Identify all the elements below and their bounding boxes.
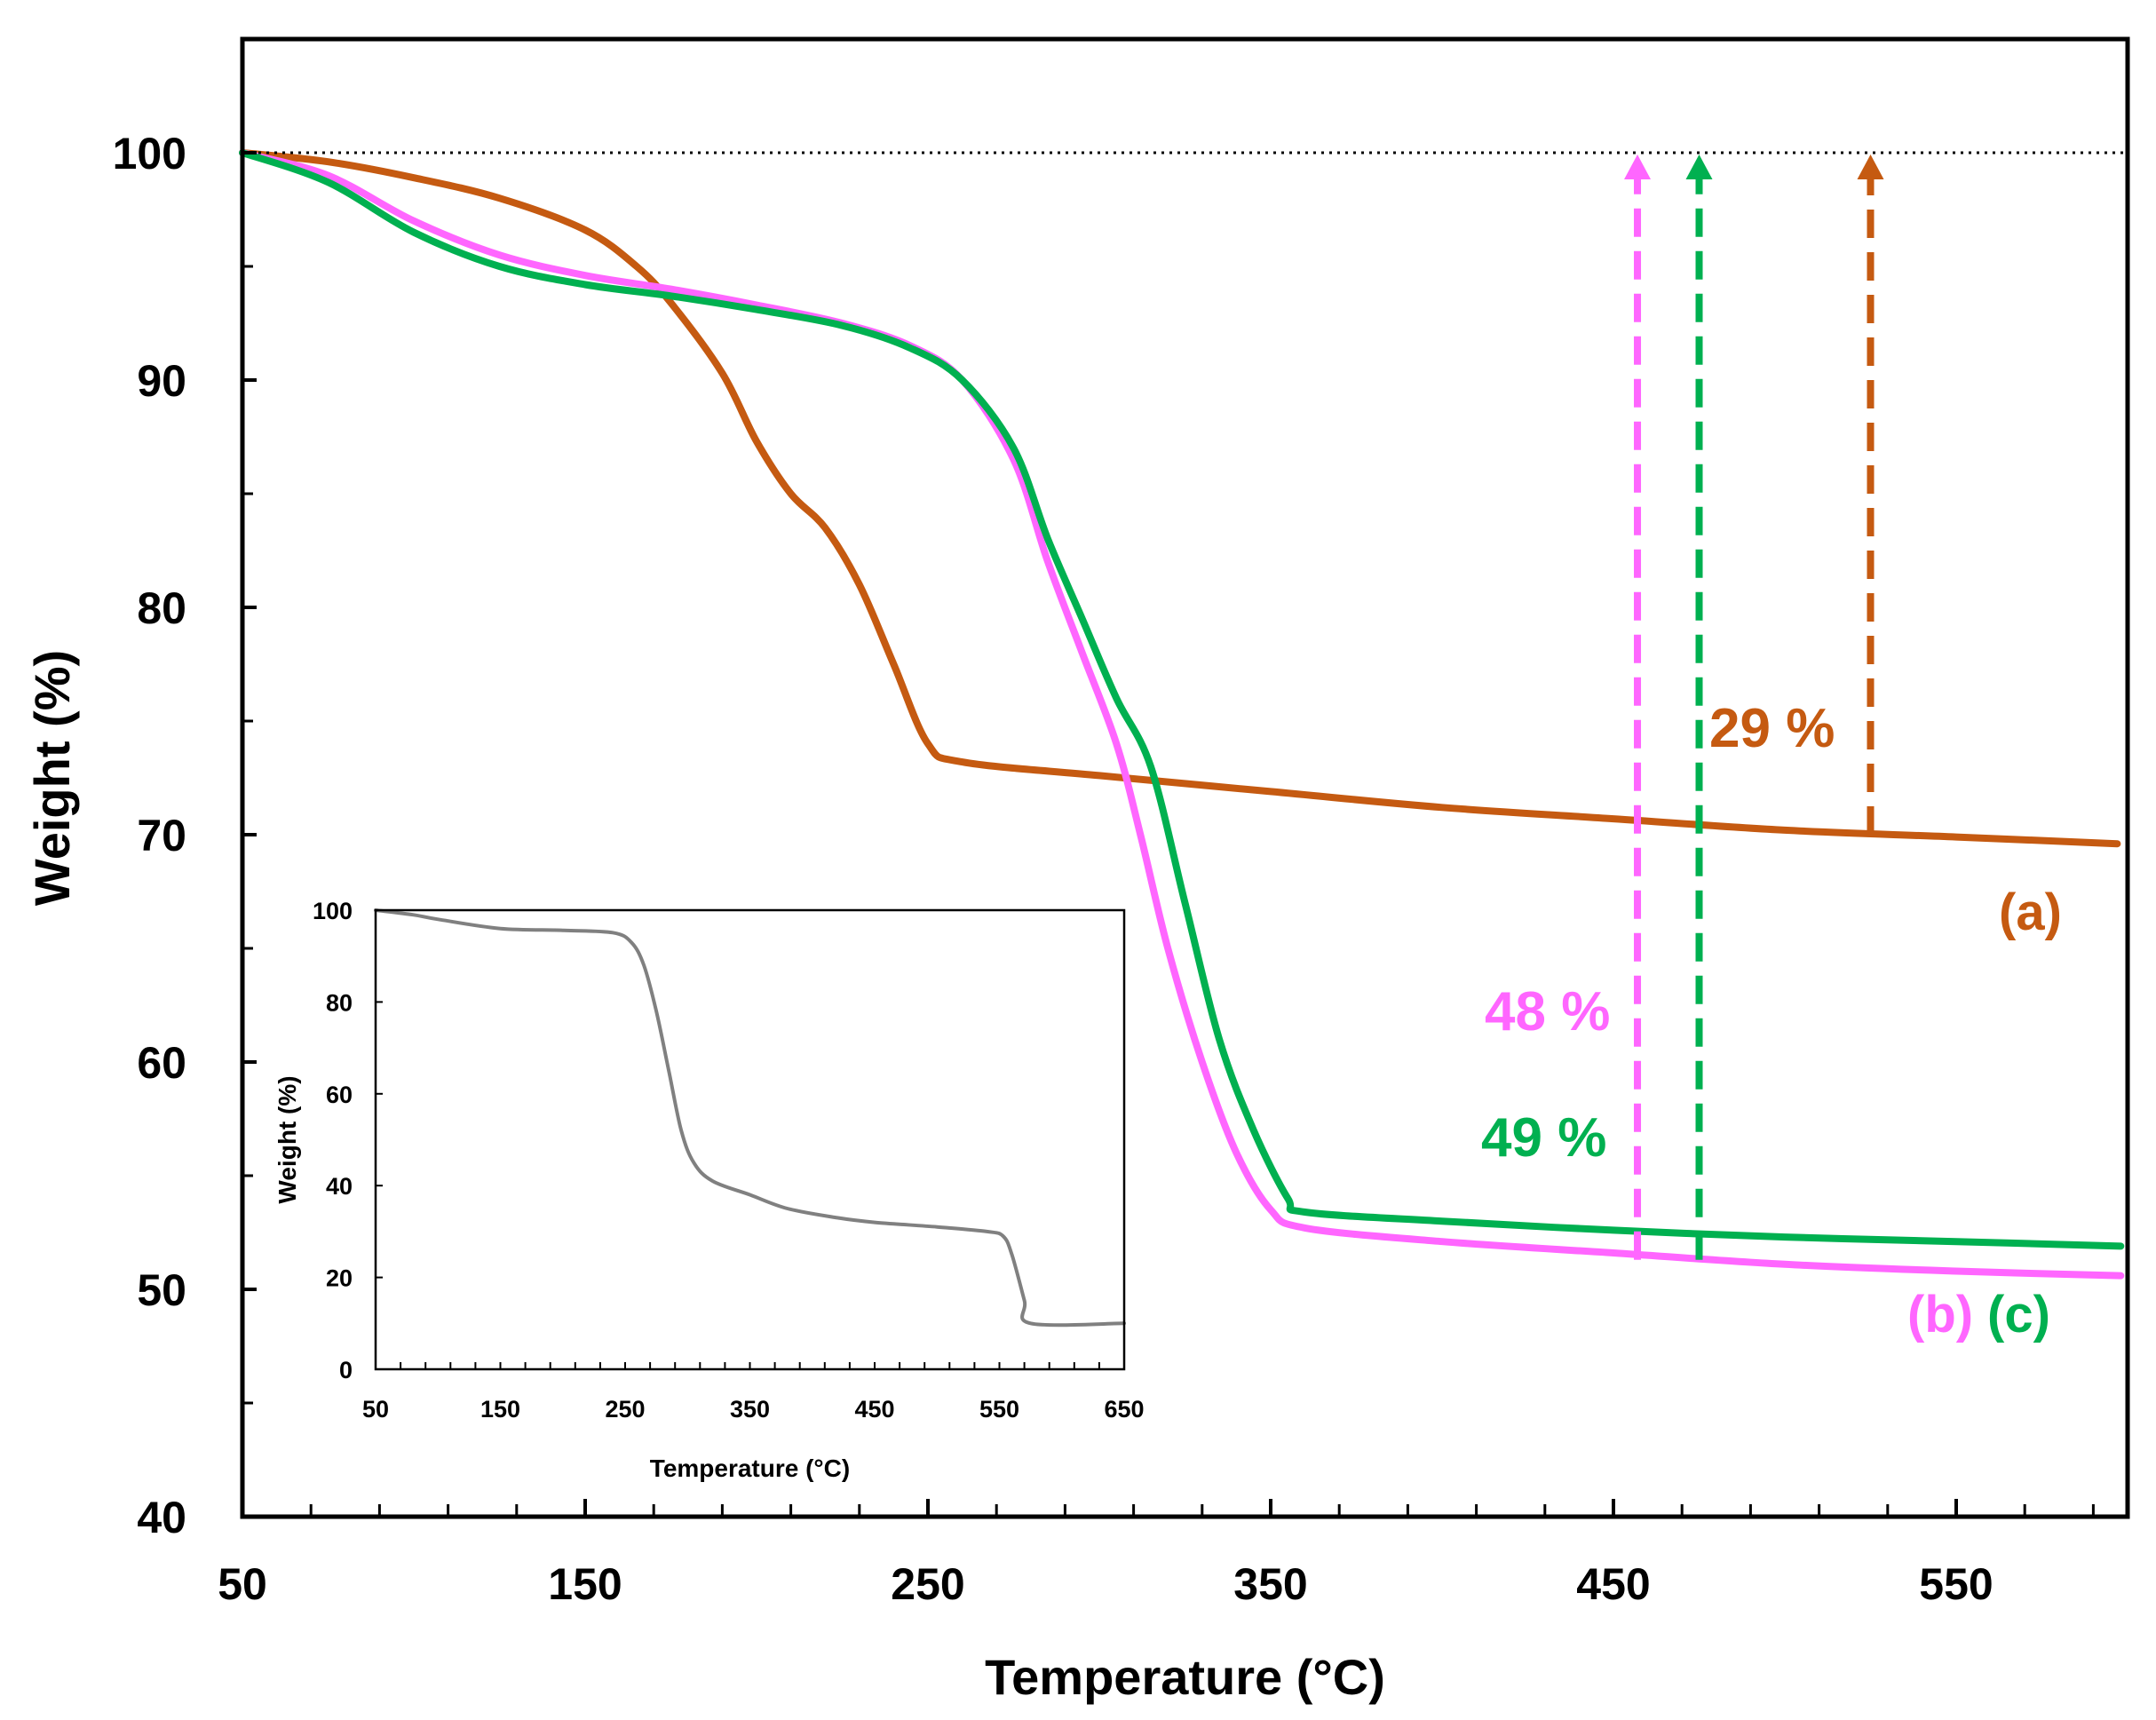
y-tick-label-50: 50	[137, 1265, 186, 1315]
arrow-head-c	[1685, 155, 1713, 179]
y-axis-title: Weight (%)	[24, 650, 80, 906]
x-axis-title: Temperature (°C)	[985, 1649, 1385, 1705]
arrow-head-b	[1624, 155, 1652, 179]
series-label-b: (b)	[1907, 1286, 1973, 1344]
inset-x-tick-label-150: 150	[480, 1396, 520, 1423]
inset-y-tick-label-20: 20	[326, 1265, 353, 1292]
x-tick-label-550: 550	[1919, 1559, 1993, 1609]
series-line-b	[239, 149, 2125, 1280]
inset-x-tick-label-250: 250	[605, 1396, 645, 1423]
inset-y-axis-title: Weight (%)	[273, 1075, 301, 1203]
y-tick-label-70: 70	[137, 811, 186, 860]
main-plot-frame	[240, 36, 2130, 1519]
inset-x-tick-label-450: 450	[854, 1396, 894, 1423]
annotation-label-a: 29 %	[1709, 698, 1835, 759]
series-label-c: (c)	[1987, 1286, 2050, 1344]
annotation-label-c: 49 %	[1481, 1107, 1606, 1169]
inset-y-tick-label-100: 100	[313, 898, 353, 924]
inset-x-tick-label-650: 650	[1104, 1396, 1144, 1423]
inset-y-tick-label-80: 80	[326, 989, 353, 1016]
series-line-c	[239, 149, 2125, 1250]
inset-x-axis-title: Temperature (°C)	[650, 1454, 850, 1482]
inset-y-tick-label-0: 0	[339, 1357, 353, 1383]
main-tick-group: 50 150 250 350 450 550 40 50 60 70 80 90 100	[113, 129, 2095, 1609]
series-label-a: (a)	[1999, 884, 2062, 941]
x-tick-label-50: 50	[218, 1559, 267, 1609]
inset-chart: 50 150 250 350 450 550 650 0 20 40 60 80 100 Tempera…	[273, 898, 1145, 1482]
x-tick-label-450: 450	[1576, 1559, 1650, 1609]
y-tick-label-40: 40	[137, 1493, 186, 1542]
arrow-head-a	[1857, 155, 1884, 179]
y-tick-label-80: 80	[137, 583, 186, 633]
inset-x-tick-label-50: 50	[362, 1396, 389, 1423]
x-tick-label-250: 250	[891, 1559, 964, 1609]
y-tick-label-90: 90	[137, 356, 186, 406]
inset-x-tick-label-550: 550	[979, 1396, 1019, 1423]
y-tick-label-60: 60	[137, 1038, 186, 1088]
inset-y-tick-label-40: 40	[326, 1173, 353, 1200]
inset-series-line	[374, 908, 1126, 1328]
inset-tick-group: 50 150 250 350 450 550 650 0 20 40 60 80 100	[313, 898, 1145, 1423]
inset-background	[376, 910, 1124, 1369]
x-tick-label-350: 350	[1233, 1559, 1307, 1609]
main-chart: 50 150 250 350 450 550 40 50 60 70 80 90 100 Tempera…	[24, 36, 2130, 1705]
inset-y-tick-label-60: 60	[326, 1082, 353, 1108]
main-annotation-group	[1624, 155, 1884, 1260]
y-tick-label-100: 100	[113, 129, 186, 178]
inset-series-group	[374, 908, 1126, 1328]
annotation-label-b: 48 %	[1485, 981, 1610, 1042]
x-tick-label-150: 150	[548, 1559, 622, 1609]
inset-x-tick-label-350: 350	[730, 1396, 770, 1423]
